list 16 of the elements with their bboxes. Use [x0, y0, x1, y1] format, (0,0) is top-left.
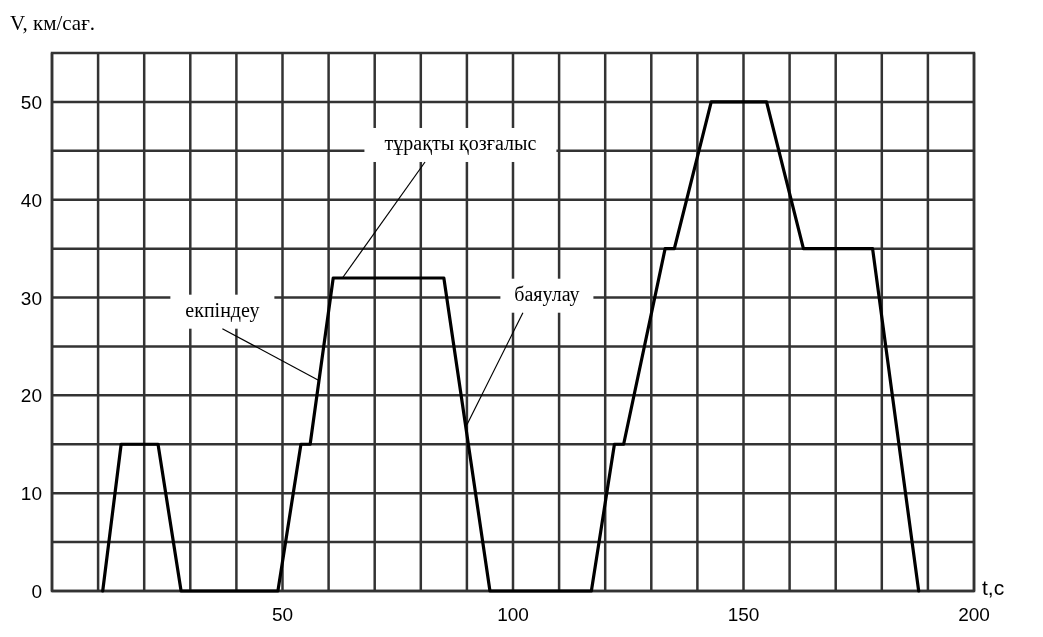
annotation: тұрақты қозғалыс	[384, 131, 537, 155]
y-tick-label: 50	[20, 91, 42, 113]
x-axis-title: t,с	[982, 576, 1005, 599]
y-tick-label: 0	[31, 581, 42, 602]
y-axis-title: V, км/сағ.	[10, 11, 96, 35]
x-tick-label: 50	[271, 604, 294, 625]
x-tick-label: 100	[497, 604, 529, 625]
y-tick-label: 20	[20, 385, 42, 407]
y-tick-label: 10	[20, 483, 42, 505]
y-tick-label: 40	[20, 189, 42, 211]
annotation: екпіндеу	[185, 298, 260, 322]
annotation: баяулау	[514, 282, 580, 306]
x-tick-label: 200	[958, 604, 990, 625]
x-tick-label: 150	[727, 604, 760, 625]
line-series	[101, 100, 921, 593]
y-tick-label: 30	[20, 287, 42, 309]
